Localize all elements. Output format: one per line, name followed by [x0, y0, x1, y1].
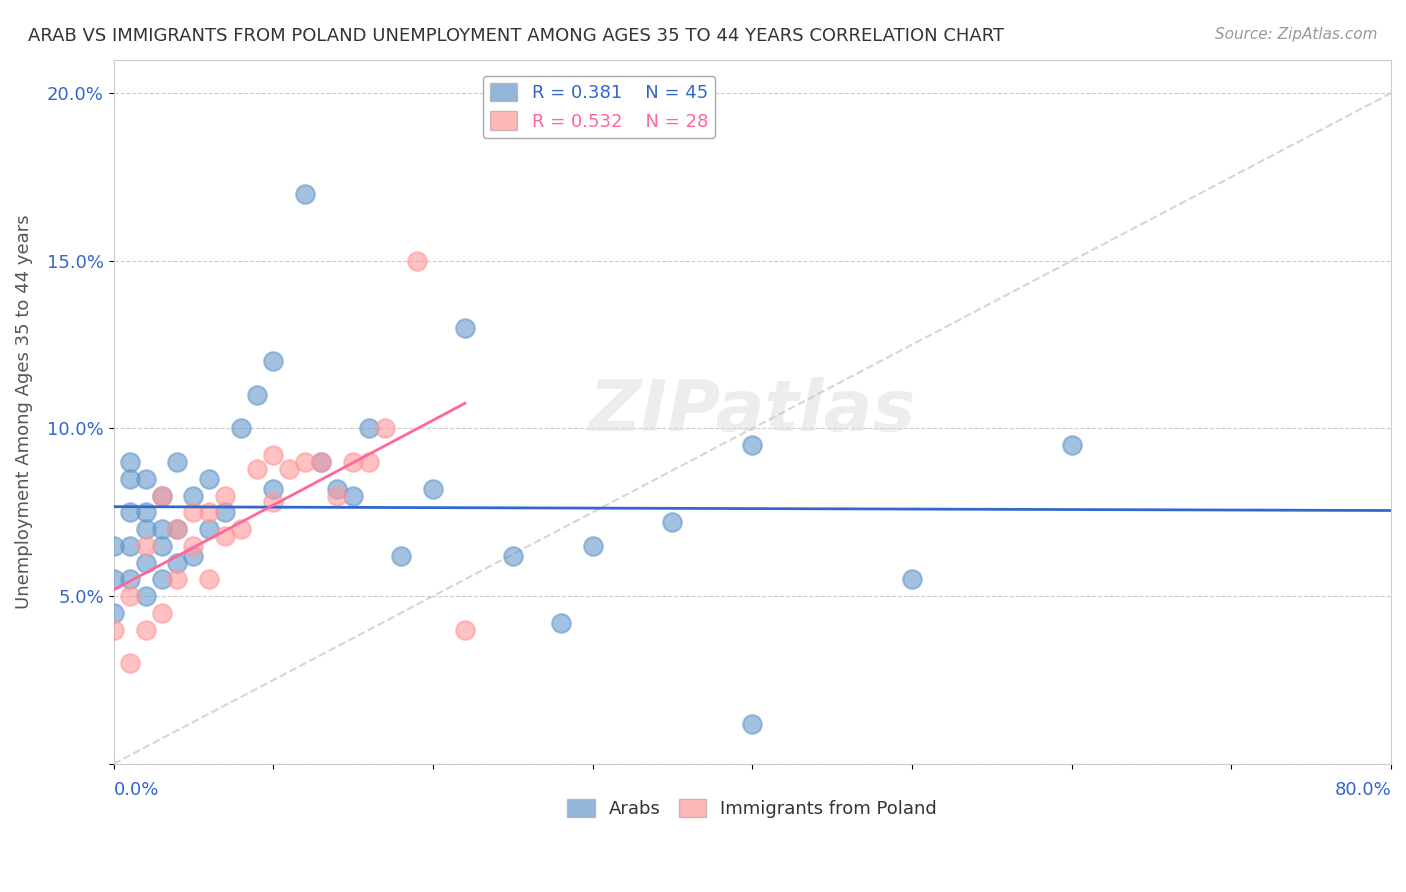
- Point: [150, 489, 173, 503]
- Point: [374, 421, 396, 435]
- Point: [135, 556, 157, 570]
- Point: [342, 489, 364, 503]
- Point: [103, 539, 125, 553]
- Point: [118, 589, 141, 603]
- Point: [502, 549, 524, 563]
- Point: [118, 505, 141, 519]
- Point: [278, 461, 301, 475]
- Point: [582, 539, 605, 553]
- Point: [454, 321, 477, 335]
- Point: [214, 489, 236, 503]
- Point: [262, 482, 284, 496]
- Point: [103, 573, 125, 587]
- Point: [454, 623, 477, 637]
- Point: [741, 716, 763, 731]
- Text: 80.0%: 80.0%: [1334, 781, 1391, 799]
- Point: [389, 549, 412, 563]
- Point: [166, 455, 188, 469]
- Point: [183, 549, 205, 563]
- Point: [214, 505, 236, 519]
- Point: [183, 505, 205, 519]
- Point: [214, 529, 236, 543]
- Point: [166, 522, 188, 536]
- Point: [150, 489, 173, 503]
- Point: [661, 516, 683, 530]
- Text: 0.0%: 0.0%: [114, 781, 159, 799]
- Point: [309, 455, 332, 469]
- Point: [135, 539, 157, 553]
- Point: [326, 489, 349, 503]
- Point: [246, 461, 269, 475]
- Point: [326, 482, 349, 496]
- Point: [1060, 438, 1083, 452]
- Point: [198, 522, 221, 536]
- Point: [359, 455, 381, 469]
- Point: [198, 573, 221, 587]
- Point: [135, 522, 157, 536]
- Text: ZIPatlas: ZIPatlas: [589, 377, 915, 446]
- Point: [150, 539, 173, 553]
- Point: [118, 539, 141, 553]
- Point: [262, 495, 284, 509]
- Point: [103, 606, 125, 620]
- Point: [166, 573, 188, 587]
- Point: [406, 253, 429, 268]
- Point: [294, 186, 316, 201]
- Point: [118, 657, 141, 671]
- Point: [309, 455, 332, 469]
- Legend: Arabs, Immigrants from Poland: Arabs, Immigrants from Poland: [560, 791, 945, 825]
- Y-axis label: Unemployment Among Ages 35 to 44 years: Unemployment Among Ages 35 to 44 years: [15, 214, 32, 609]
- Point: [231, 421, 253, 435]
- Point: [422, 482, 444, 496]
- Point: [231, 522, 253, 536]
- Point: [135, 472, 157, 486]
- Point: [294, 455, 316, 469]
- Point: [262, 448, 284, 462]
- Point: [741, 438, 763, 452]
- Point: [342, 455, 364, 469]
- Point: [262, 354, 284, 368]
- Text: Source: ZipAtlas.com: Source: ZipAtlas.com: [1215, 27, 1378, 42]
- Point: [359, 421, 381, 435]
- Point: [198, 472, 221, 486]
- Point: [135, 589, 157, 603]
- Point: [118, 573, 141, 587]
- Point: [901, 573, 924, 587]
- Point: [166, 556, 188, 570]
- Point: [246, 388, 269, 402]
- Point: [166, 522, 188, 536]
- Point: [150, 522, 173, 536]
- Point: [118, 455, 141, 469]
- Point: [150, 606, 173, 620]
- Point: [135, 505, 157, 519]
- Point: [183, 539, 205, 553]
- Text: ARAB VS IMMIGRANTS FROM POLAND UNEMPLOYMENT AMONG AGES 35 TO 44 YEARS CORRELATIO: ARAB VS IMMIGRANTS FROM POLAND UNEMPLOYM…: [28, 27, 1004, 45]
- Point: [118, 472, 141, 486]
- Point: [103, 623, 125, 637]
- Point: [150, 573, 173, 587]
- Point: [135, 623, 157, 637]
- Point: [183, 489, 205, 503]
- Point: [550, 615, 572, 630]
- Point: [198, 505, 221, 519]
